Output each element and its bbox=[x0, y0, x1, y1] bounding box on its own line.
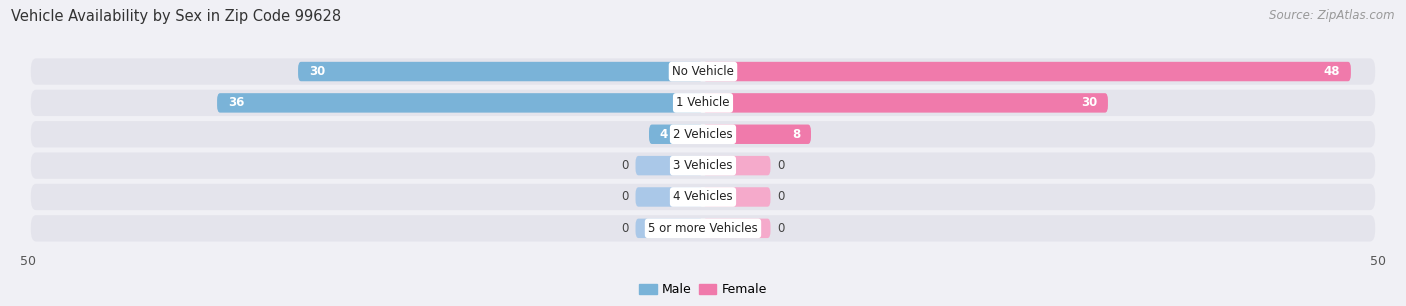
FancyBboxPatch shape bbox=[703, 218, 770, 238]
Text: 0: 0 bbox=[778, 190, 785, 203]
FancyBboxPatch shape bbox=[217, 93, 703, 113]
Text: 30: 30 bbox=[309, 65, 325, 78]
Text: No Vehicle: No Vehicle bbox=[672, 65, 734, 78]
Text: 0: 0 bbox=[621, 190, 628, 203]
FancyBboxPatch shape bbox=[703, 93, 1108, 113]
Text: 5 or more Vehicles: 5 or more Vehicles bbox=[648, 222, 758, 235]
FancyBboxPatch shape bbox=[703, 156, 770, 175]
Text: 0: 0 bbox=[778, 222, 785, 235]
FancyBboxPatch shape bbox=[703, 187, 770, 207]
Text: 3 Vehicles: 3 Vehicles bbox=[673, 159, 733, 172]
FancyBboxPatch shape bbox=[31, 58, 1375, 85]
Text: 2 Vehicles: 2 Vehicles bbox=[673, 128, 733, 141]
FancyBboxPatch shape bbox=[31, 121, 1375, 147]
FancyBboxPatch shape bbox=[650, 125, 703, 144]
Text: 4: 4 bbox=[659, 128, 668, 141]
FancyBboxPatch shape bbox=[31, 215, 1375, 241]
Text: 0: 0 bbox=[621, 159, 628, 172]
FancyBboxPatch shape bbox=[31, 152, 1375, 179]
Text: 48: 48 bbox=[1323, 65, 1340, 78]
FancyBboxPatch shape bbox=[31, 184, 1375, 210]
Text: 8: 8 bbox=[792, 128, 800, 141]
FancyBboxPatch shape bbox=[703, 62, 1351, 81]
Text: Source: ZipAtlas.com: Source: ZipAtlas.com bbox=[1270, 9, 1395, 22]
Text: 0: 0 bbox=[621, 222, 628, 235]
FancyBboxPatch shape bbox=[31, 90, 1375, 116]
Text: 0: 0 bbox=[778, 159, 785, 172]
Text: Vehicle Availability by Sex in Zip Code 99628: Vehicle Availability by Sex in Zip Code … bbox=[11, 9, 342, 24]
FancyBboxPatch shape bbox=[703, 125, 811, 144]
FancyBboxPatch shape bbox=[636, 156, 703, 175]
FancyBboxPatch shape bbox=[636, 187, 703, 207]
Legend: Male, Female: Male, Female bbox=[634, 278, 772, 301]
FancyBboxPatch shape bbox=[298, 62, 703, 81]
Text: 36: 36 bbox=[228, 96, 245, 110]
Text: 30: 30 bbox=[1081, 96, 1097, 110]
Text: 4 Vehicles: 4 Vehicles bbox=[673, 190, 733, 203]
Text: 1 Vehicle: 1 Vehicle bbox=[676, 96, 730, 110]
FancyBboxPatch shape bbox=[636, 218, 703, 238]
